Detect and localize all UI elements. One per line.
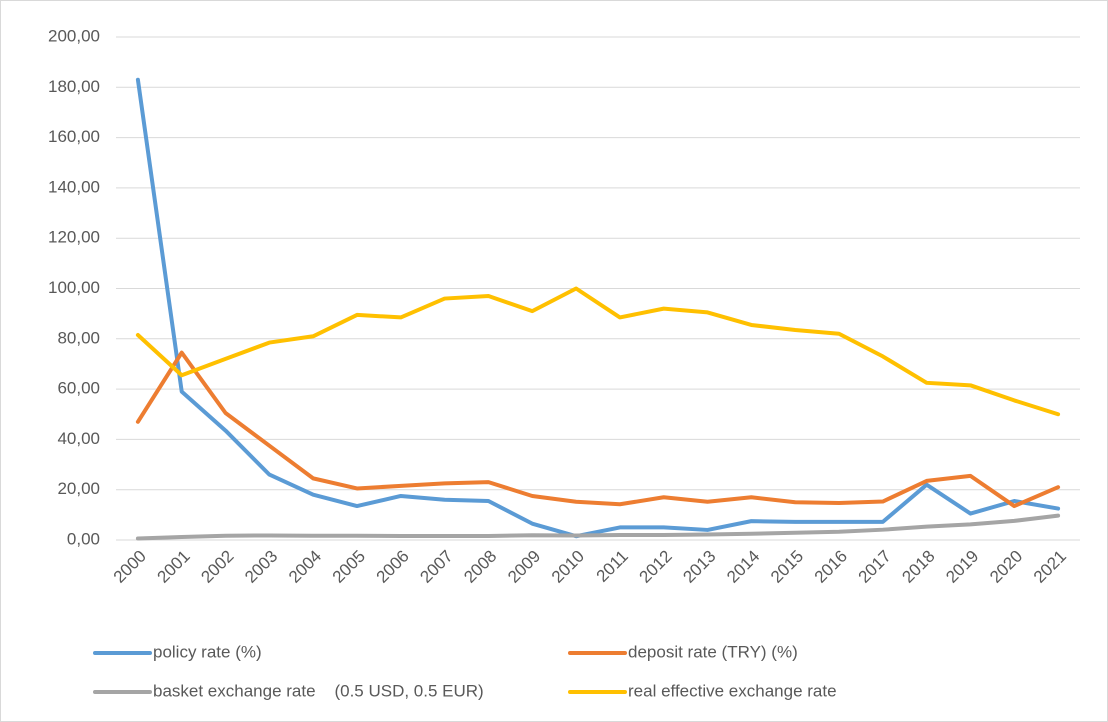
series-line: [135, 513, 1061, 541]
y-tick-label: 20,00: [57, 479, 100, 498]
y-tick-label: 100,00: [48, 278, 100, 297]
legend-label: real effective exchange rate: [628, 681, 837, 700]
series-line: [135, 350, 1061, 509]
y-tick-label: 0,00: [67, 529, 100, 548]
y-tick-label: 40,00: [57, 429, 100, 448]
legend-label: basket exchange rate (0.5 USD, 0.5 EUR): [153, 681, 484, 700]
y-tick-label: 120,00: [48, 228, 100, 247]
y-tick-label: 200,00: [48, 26, 100, 45]
y-tick-label: 160,00: [48, 127, 100, 146]
series-line: [135, 286, 1061, 417]
series-line: [135, 77, 1061, 539]
y-tick-label: 140,00: [48, 177, 100, 196]
legend-label: policy rate (%): [153, 642, 262, 661]
y-tick-label: 180,00: [48, 77, 100, 96]
y-tick-label: 60,00: [57, 379, 100, 398]
y-tick-label: 80,00: [57, 328, 100, 347]
legend-label: deposit rate (TRY) (%): [628, 642, 798, 661]
